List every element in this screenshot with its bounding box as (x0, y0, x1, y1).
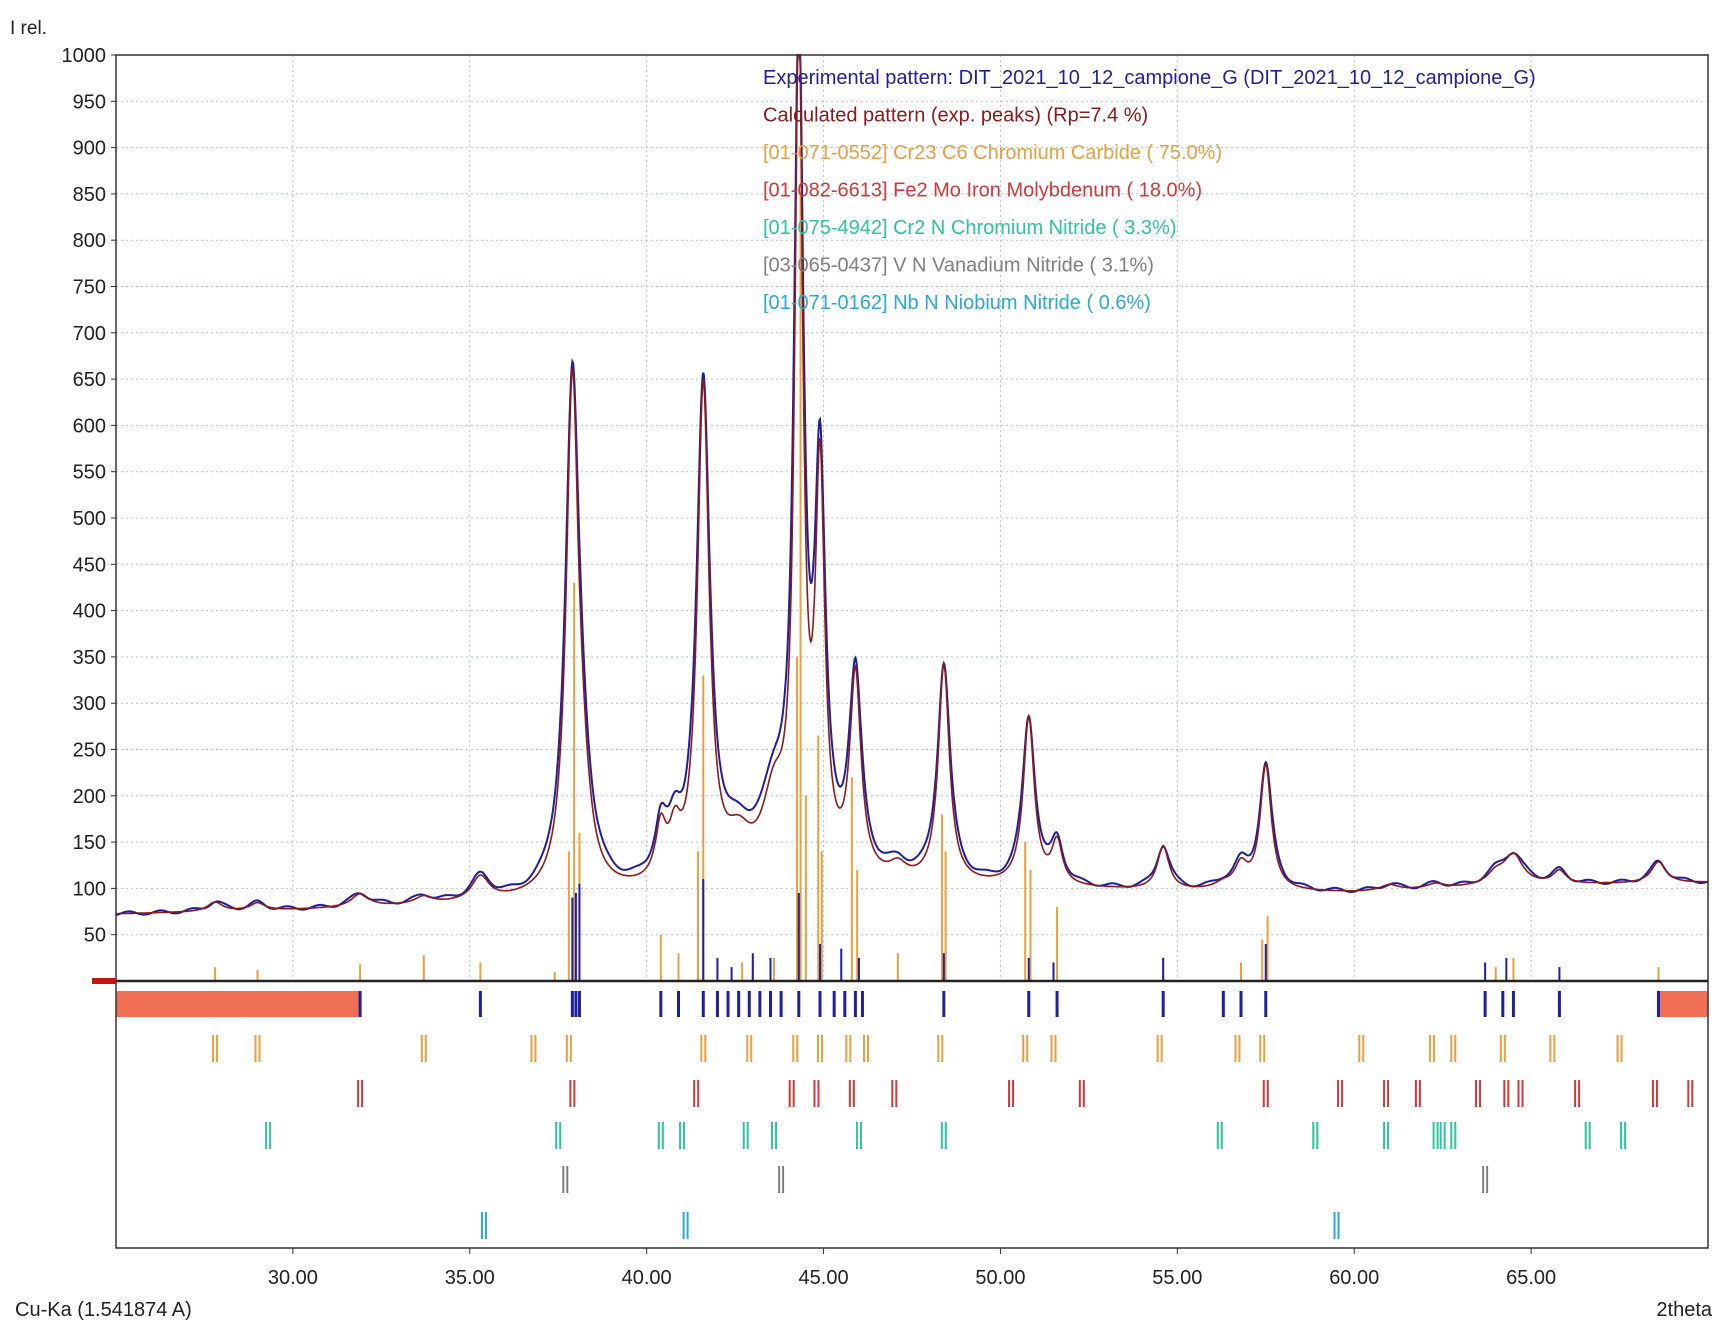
y-tick-label: 500 (73, 508, 106, 530)
y-tick-label: 550 (73, 462, 106, 484)
legend-entry-fe2mo: [01-082-6613] Fe2 Mo Iron Molybdenum ( 1… (763, 180, 1202, 202)
pattern-curves (115, 54, 1709, 916)
legend-entry-calculated: Calculated pattern (exp. peaks) (Rp=7.4 … (763, 105, 1148, 127)
calculated-pattern (116, 54, 1708, 915)
x-axis-label: 2theta (1656, 1299, 1712, 1321)
legend-entry-nbn: [01-071-0162] Nb N Niobium Nitride ( 0.6… (763, 292, 1151, 314)
peak-sticks (214, 193, 1660, 981)
x-tick-label: 35.00 (445, 1267, 495, 1289)
y-tick-label: 150 (73, 832, 106, 854)
unmatched-region (1658, 991, 1708, 1017)
x-tick-label: 40.00 (622, 1267, 672, 1289)
x-tick-label: 65.00 (1506, 1267, 1556, 1289)
wavelength-label: Cu-Ka (1.541874 A) (15, 1299, 192, 1321)
y-tick-label: 900 (73, 138, 106, 160)
y-tick-label: 950 (73, 91, 106, 113)
x-tick-label: 50.00 (975, 1267, 1025, 1289)
y-tick-label: 750 (73, 277, 106, 299)
plot-frame (115, 54, 1709, 1249)
y-tick-label: 650 (73, 369, 106, 391)
y-tick-label: 300 (73, 693, 106, 715)
legend: Experimental pattern: DIT_2021_10_12_cam… (763, 67, 1536, 314)
y-tick-label: 250 (73, 740, 106, 762)
y-tick-label: 200 (73, 786, 106, 808)
legend-entry-vn: [03-065-0437] V N Vanadium Nitride ( 3.1… (763, 255, 1154, 277)
legend-entry-cr23c6: [01-071-0552] Cr23 C6 Chromium Carbide (… (763, 142, 1222, 164)
legend-entry-cr2n: [01-075-4942] Cr2 N Chromium Nitride ( 3… (763, 217, 1177, 239)
y-tick-label: 800 (73, 230, 106, 252)
y-tick-label: 700 (73, 323, 106, 345)
x-tick-label: 45.00 (799, 1267, 849, 1289)
y-tick-label: 400 (73, 601, 106, 623)
unmatched-region (116, 991, 361, 1017)
y-tick-label: 450 (73, 554, 106, 576)
zero-marker (92, 978, 116, 984)
y-tick-label: 1000 (62, 45, 107, 67)
y-tick-label: 600 (73, 415, 106, 437)
y-axis-label: I rel. (10, 18, 47, 39)
legend-entry-experimental: Experimental pattern: DIT_2021_10_12_cam… (763, 67, 1536, 89)
y-tick-label: 350 (73, 647, 106, 669)
y-tick-label: 850 (73, 184, 106, 206)
x-tick-label: 55.00 (1152, 1267, 1202, 1289)
reference-pattern-area (116, 991, 1708, 1239)
y-tick-label: 50 (84, 925, 106, 947)
x-tick-label: 60.00 (1329, 1267, 1379, 1289)
x-tick-label: 30.00 (268, 1267, 318, 1289)
y-tick-label: 100 (73, 878, 106, 900)
axes: 50 100 150 200 250 300 350 400 450 500 550 600 650 70… (62, 45, 1709, 1289)
